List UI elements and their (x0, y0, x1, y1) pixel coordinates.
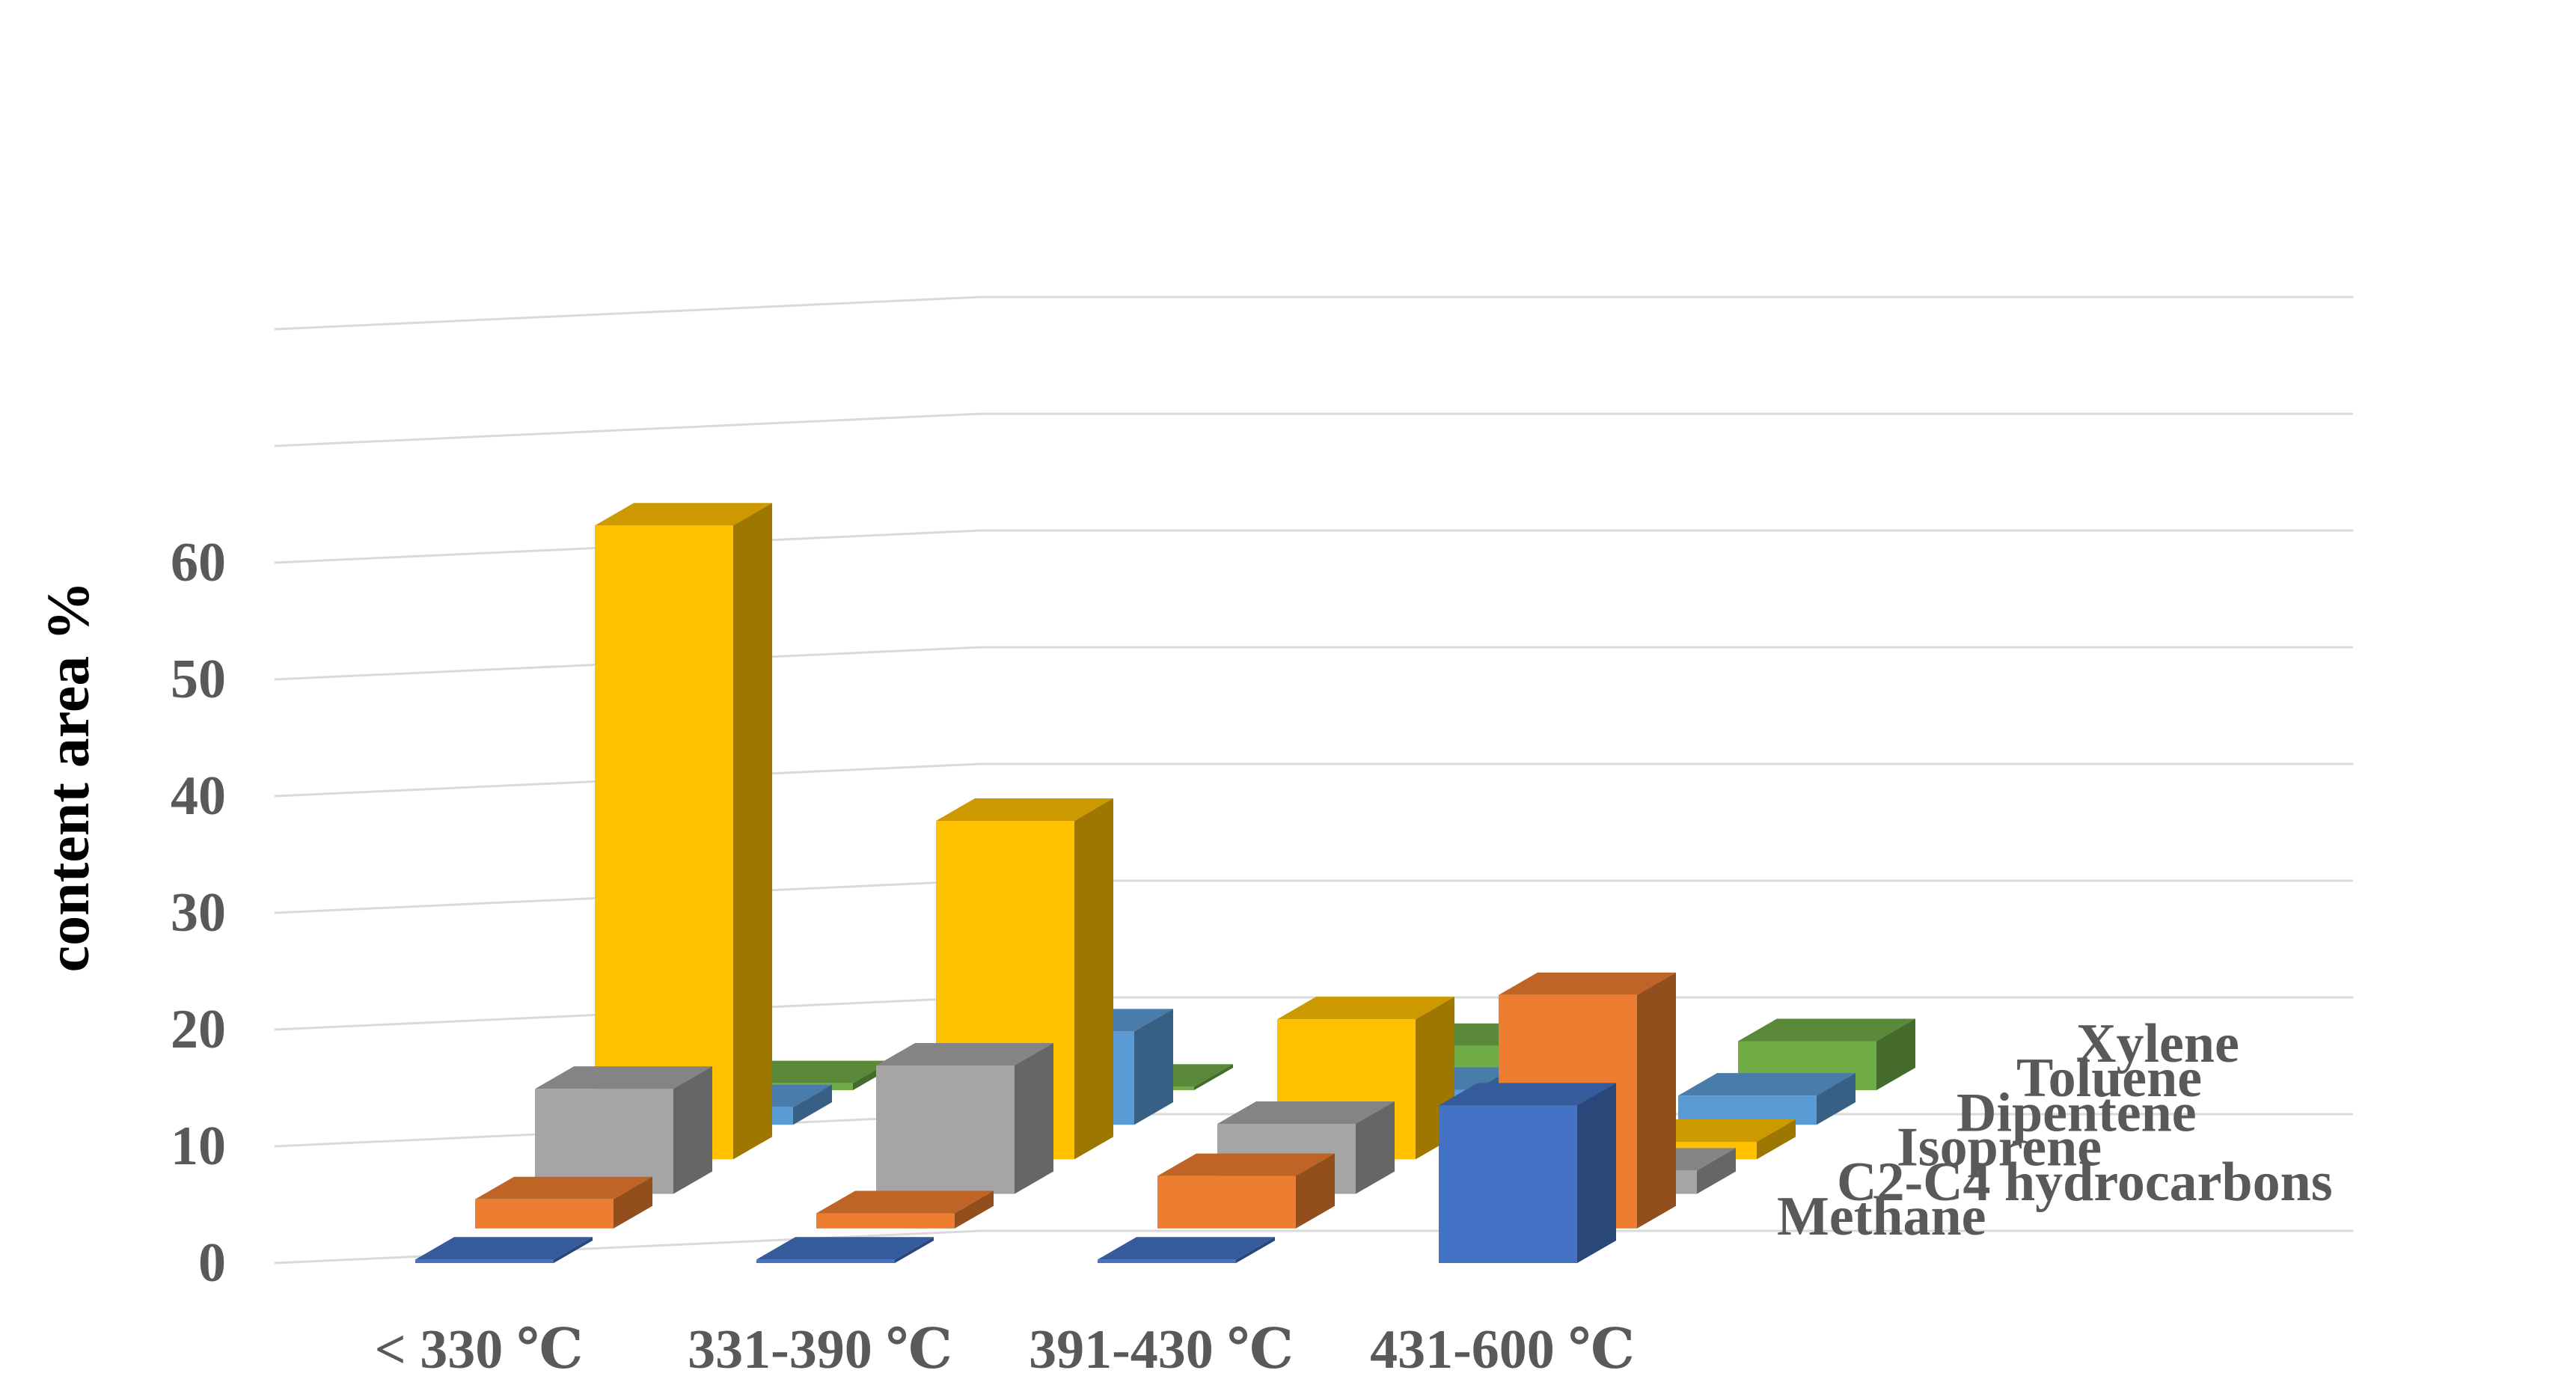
y-tick-label: 40 (171, 765, 226, 827)
bar-dipentene-1 (595, 503, 772, 1160)
bar-side (1817, 1073, 1855, 1125)
bar-side (673, 1066, 712, 1194)
bar-methane-3 (1098, 1237, 1275, 1263)
bar-side (1015, 1042, 1053, 1194)
bar-top (1277, 997, 1454, 1020)
bar-side (1236, 1237, 1275, 1263)
bar-front (876, 1065, 1015, 1194)
series-label-xylene: Xylene (2076, 1013, 2239, 1074)
series-label-dipentene: Dipentene (1957, 1082, 2197, 1143)
bar-top (756, 1237, 934, 1260)
series-label-toluene: Toluene (2016, 1048, 2202, 1109)
bar-front (535, 1089, 673, 1194)
bar-top (1217, 1101, 1395, 1124)
y-tick-label: 20 (171, 999, 226, 1060)
bar-side (895, 1237, 934, 1263)
gridline (274, 296, 981, 331)
series-label-isoprene: Isoprene (1897, 1117, 2102, 1178)
bar-top (816, 1190, 994, 1214)
bar-methane-2 (756, 1237, 934, 1263)
bar-c2-c4-hydrocarbons-1 (475, 1176, 652, 1229)
bar-side (1876, 1018, 1915, 1090)
bar-top (1157, 1153, 1335, 1176)
bar-top (535, 1066, 712, 1089)
bar-top (1678, 1073, 1855, 1096)
bar-side (1356, 1101, 1395, 1194)
bar-side (1757, 1119, 1796, 1160)
bar-methane-1 (415, 1237, 593, 1263)
bar-side (1577, 1083, 1616, 1263)
bar-side (955, 1190, 994, 1229)
bar-front (816, 1213, 955, 1229)
y-tick-label: 60 (171, 532, 226, 593)
bar-side (614, 1176, 652, 1229)
bar-top (876, 1042, 1053, 1065)
bar-methane-4 (1439, 1083, 1616, 1263)
bar-top (1439, 1083, 1616, 1106)
bar-top (415, 1237, 593, 1260)
category-label: 331-390 ℃ (688, 1319, 952, 1381)
bar-front (1157, 1175, 1296, 1229)
series-label-methane: Methane (1777, 1186, 1986, 1247)
bar-side (1074, 798, 1113, 1160)
y-tick-label: 10 (171, 1116, 226, 1177)
y-axis-label: content area % (36, 581, 102, 973)
bar-side (1194, 1064, 1233, 1090)
bar-front (756, 1259, 895, 1263)
y-tick-label: 30 (171, 882, 226, 944)
bar-side (733, 503, 772, 1160)
bar-c2-c4-hydrocarbons-3 (1157, 1153, 1335, 1229)
category-label: 391-430 ℃ (1029, 1319, 1294, 1381)
bar-side (554, 1237, 593, 1263)
gridline (274, 1229, 981, 1265)
bar-side (1134, 1009, 1173, 1125)
bar-isoprene-1 (535, 1066, 712, 1194)
bar-front (1439, 1105, 1577, 1263)
bar-side (1637, 972, 1676, 1229)
bars (415, 503, 1915, 1263)
bar-toluene-4 (1678, 1073, 1855, 1125)
bar-front (415, 1259, 554, 1263)
bar-front (595, 525, 733, 1160)
bar-top (1098, 1237, 1275, 1260)
bar-top (1738, 1018, 1915, 1042)
category-label: < 330 ℃ (375, 1319, 584, 1381)
y-tick-label: 50 (171, 649, 226, 710)
bar-top (1499, 972, 1676, 995)
category-labels: < 330 ℃ 331-390 ℃ 391-430 ℃ 431-600 ℃ (375, 1319, 1635, 1381)
bar-front (475, 1199, 614, 1229)
bar-side (1697, 1148, 1736, 1194)
y-axis-ticks: 0 10 20 30 40 50 60 (171, 532, 226, 1294)
y-tick-label: 0 (198, 1232, 226, 1294)
bar-isoprene-2 (876, 1042, 1053, 1194)
category-label: 431-600 ℃ (1370, 1319, 1635, 1381)
bar-top (936, 798, 1113, 821)
series-label-c2-c4-hydrocarbons: C2-C4 hydrocarbons (1837, 1152, 2333, 1213)
bar-side (1296, 1153, 1335, 1229)
bar-top (475, 1176, 652, 1199)
bar-c2-c4-hydrocarbons-2 (816, 1190, 994, 1229)
bar-side (793, 1084, 832, 1125)
bar-front (1098, 1259, 1236, 1263)
bar-top (595, 503, 772, 526)
gridline (274, 412, 981, 447)
